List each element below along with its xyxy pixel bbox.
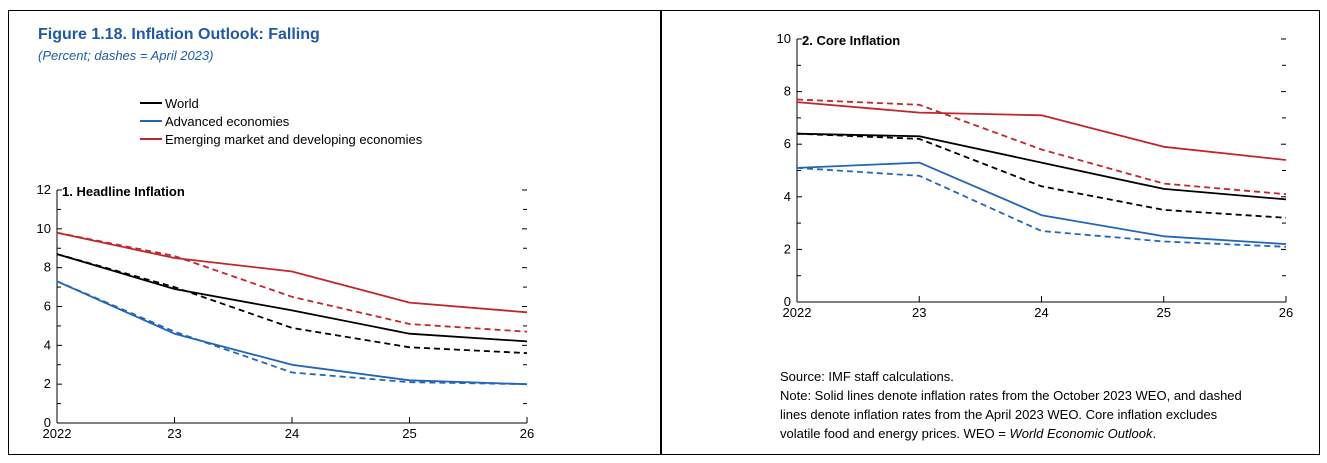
headline-series-emerging-october-2023-line	[56, 231, 528, 314]
note-line-1: Note: Solid lines denote inflation rates…	[780, 388, 1242, 403]
headline-y-tick-label: 0	[44, 415, 51, 430]
core-x-tick-label: 2022	[783, 305, 812, 320]
core-y-tick-label: 10	[777, 31, 791, 46]
core-x-tick-label: 24	[1034, 305, 1048, 320]
figure-title: Figure 1.18. Inflation Outlook: Falling	[38, 26, 320, 43]
legend-swatch-world	[140, 102, 162, 104]
core-y-tick-label: 4	[784, 189, 791, 204]
headline-series-world-april-2023-line	[56, 253, 528, 354]
core-series-emerging-april-2023-line	[796, 98, 1287, 196]
core-series-world-october-2023-line	[796, 132, 1287, 201]
figure-subtitle: (Percent; dashes = April 2023)	[38, 48, 214, 63]
note-text: Note: Solid lines denote inflation rates…	[780, 386, 1300, 443]
headline-y-tick-label: 8	[44, 260, 51, 275]
core-x-tick-label: 23	[912, 305, 926, 320]
headline-y-tick-label: 4	[44, 337, 51, 352]
headline-y-tick-label: 6	[44, 299, 51, 314]
legend-item-world: World	[140, 94, 422, 112]
legend-swatch-emerging	[140, 138, 162, 140]
legend-item-emerging: Emerging market and developing economies	[140, 130, 422, 148]
core-y-tick-label: 2	[784, 241, 791, 256]
headline-panel-title: 1. Headline Inflation	[62, 184, 185, 199]
headline-y-tick-label: 10	[37, 221, 51, 236]
legend-swatch-advanced	[140, 120, 162, 122]
headline-series-advanced-october-2023-line	[56, 280, 528, 386]
core-y-tick-label: 6	[784, 136, 791, 151]
headline-x-tick-label: 25	[402, 426, 416, 441]
core-series-advanced-october-2023-line	[796, 161, 1287, 245]
legend-label-advanced: Advanced economies	[165, 113, 290, 129]
core-series-emerging-october-2023-line	[796, 101, 1287, 161]
core-y-tick-label: 0	[784, 294, 791, 309]
legend-label-world: World	[165, 95, 199, 111]
core-x-tick-label: 26	[1279, 305, 1293, 320]
core-series-advanced-april-2023-line	[796, 167, 1287, 248]
legend-label-emerging: Emerging market and developing economies	[165, 131, 423, 147]
note-line-3-suffix: .	[1152, 426, 1157, 441]
legend: World Advanced economies Emerging market…	[140, 94, 422, 148]
source-text: Source: IMF staff calculations.	[780, 369, 954, 384]
core-panel-title: 2. Core Inflation	[802, 33, 900, 48]
headline-y-tick-label: 2	[44, 376, 51, 391]
headline-x-tick-label: 23	[167, 426, 181, 441]
headline-x-tick-label: 24	[285, 426, 299, 441]
legend-item-advanced: Advanced economies	[140, 112, 422, 130]
headline-series-advanced-april-2023-line	[56, 280, 528, 386]
note-line-3-prefix: volatile food and energy prices. WEO =	[780, 426, 1010, 441]
headline-x-tick-label: 26	[520, 426, 534, 441]
headline-series-emerging-april-2023-line	[56, 231, 528, 333]
note-line-2: lines denote inflation rates from the Ap…	[780, 407, 1218, 422]
headline-series-world-october-2023-line	[56, 253, 528, 343]
core-y-tick-label: 8	[784, 84, 791, 99]
note-line-3: volatile food and energy prices. WEO = W…	[780, 424, 1300, 443]
note-line-3-italic: World Economic Outlook	[1009, 426, 1153, 441]
panel-divider	[660, 10, 662, 455]
core-x-tick-label: 25	[1157, 305, 1171, 320]
figure-frame	[8, 10, 1320, 455]
headline-y-tick-label: 12	[37, 182, 51, 197]
core-series-world-april-2023-line	[796, 132, 1287, 219]
headline-x-tick-label: 2022	[43, 426, 72, 441]
